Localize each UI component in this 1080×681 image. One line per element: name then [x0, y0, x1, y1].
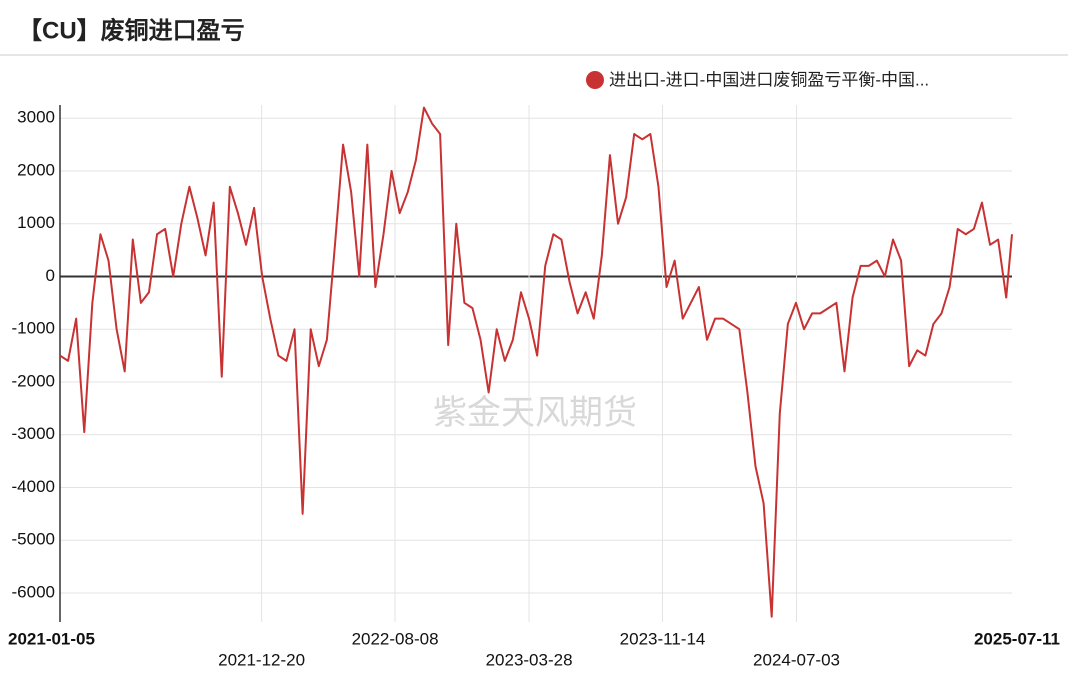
- legend: 进出口-进口-中国进口废铜盈亏平衡-中国...: [586, 70, 929, 89]
- y-tick-label: 1000: [17, 213, 55, 232]
- line-series: [59, 106, 1013, 618]
- y-tick-label: -1000: [12, 319, 55, 338]
- y-tick-label: -4000: [12, 477, 55, 496]
- x-tick-label: 2022-08-08: [352, 629, 439, 648]
- y-tick-label: -5000: [12, 530, 55, 549]
- y-tick-label: -6000: [12, 582, 55, 601]
- y-tick-label: -3000: [12, 424, 55, 443]
- x-tick-label: 2023-03-28: [486, 650, 573, 669]
- watermark: 紫金天风期货: [433, 394, 637, 432]
- y-tick-label: -2000: [12, 371, 55, 390]
- y-tick-label: 2000: [17, 160, 55, 179]
- x-tick-label: 2021-12-20: [218, 650, 305, 669]
- y-tick-label: 0: [46, 266, 55, 285]
- plot: [59, 106, 1013, 618]
- x-tick-label: 2025-07-11: [974, 629, 1060, 648]
- x-tick-label: 2021-01-05: [8, 629, 95, 648]
- chart-title: 【CU】废铜进口盈亏: [18, 16, 245, 44]
- grid: -6000 -5000 -4000 -3000 -2000 -1000 0 1000 2000 3…: [8, 105, 1060, 669]
- x-tick-label: 2024-07-03: [753, 650, 840, 669]
- legend-marker: [586, 71, 604, 89]
- x-tick-label: 2023-11-14: [620, 629, 706, 648]
- y-tick-label: 3000: [17, 108, 55, 127]
- legend-label: 进出口-进口-中国进口废铜盈亏平衡-中国...: [609, 70, 929, 89]
